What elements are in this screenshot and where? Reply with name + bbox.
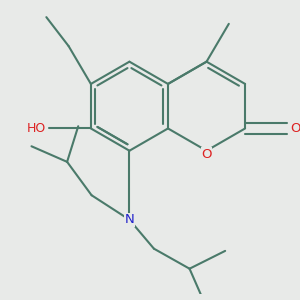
Text: O: O (290, 122, 300, 135)
Text: HO: HO (26, 122, 46, 135)
Text: N: N (124, 213, 134, 226)
Text: O: O (201, 148, 212, 161)
